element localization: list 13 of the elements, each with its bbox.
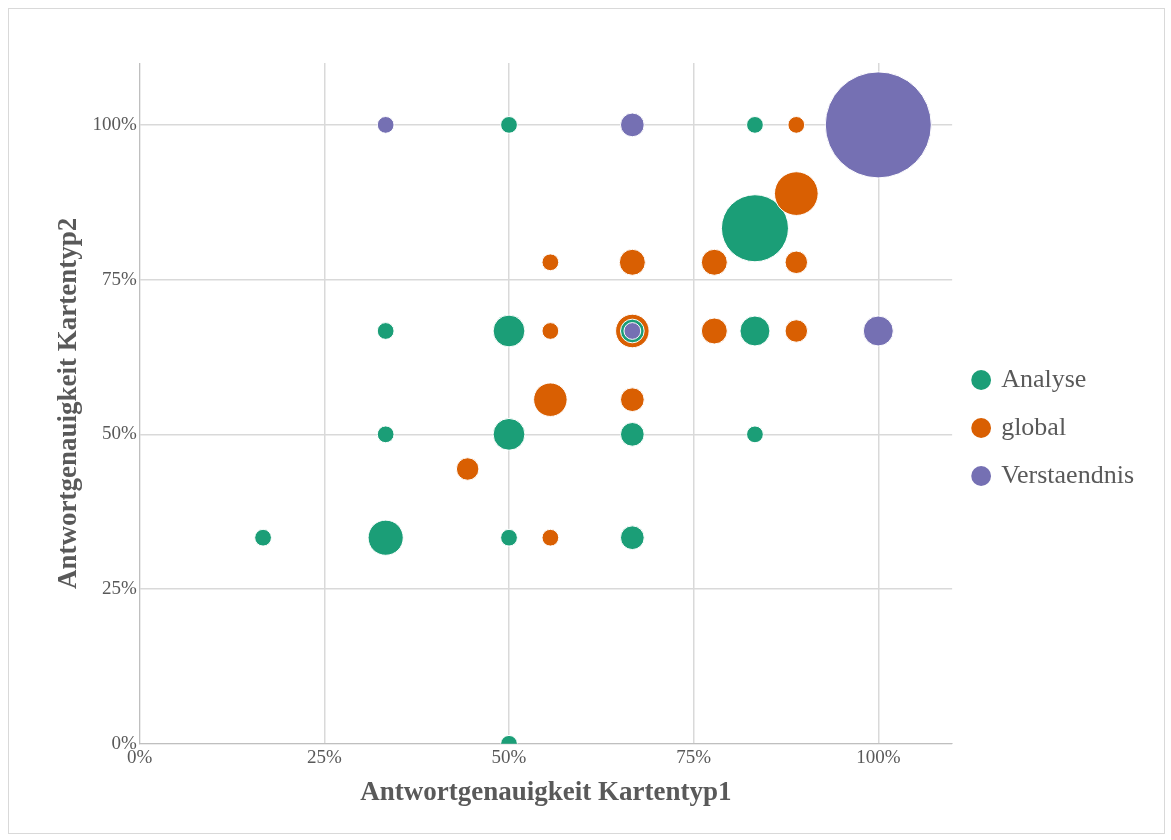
x-tick-label: 75%: [676, 746, 712, 768]
x-tick-label: 50%: [491, 746, 527, 768]
x-axis-title: Antwortgenauigkeit Kartentyp1: [360, 775, 732, 806]
legend-label: Verstaendnis: [1001, 459, 1134, 489]
x-tick-label: 25%: [306, 746, 342, 768]
y-tick-label: 50%: [101, 422, 137, 444]
legend-label: Analyse: [1001, 363, 1087, 393]
legend-label: global: [1001, 411, 1067, 441]
y-tick-label: 25%: [101, 577, 137, 599]
y-axis-title: Antwortgenauigkeit Kartentyp2: [52, 217, 83, 590]
y-tick-label: 75%: [101, 267, 137, 289]
y-tick-label: 100%: [92, 112, 137, 134]
x-tick-label: 100%: [856, 746, 901, 768]
